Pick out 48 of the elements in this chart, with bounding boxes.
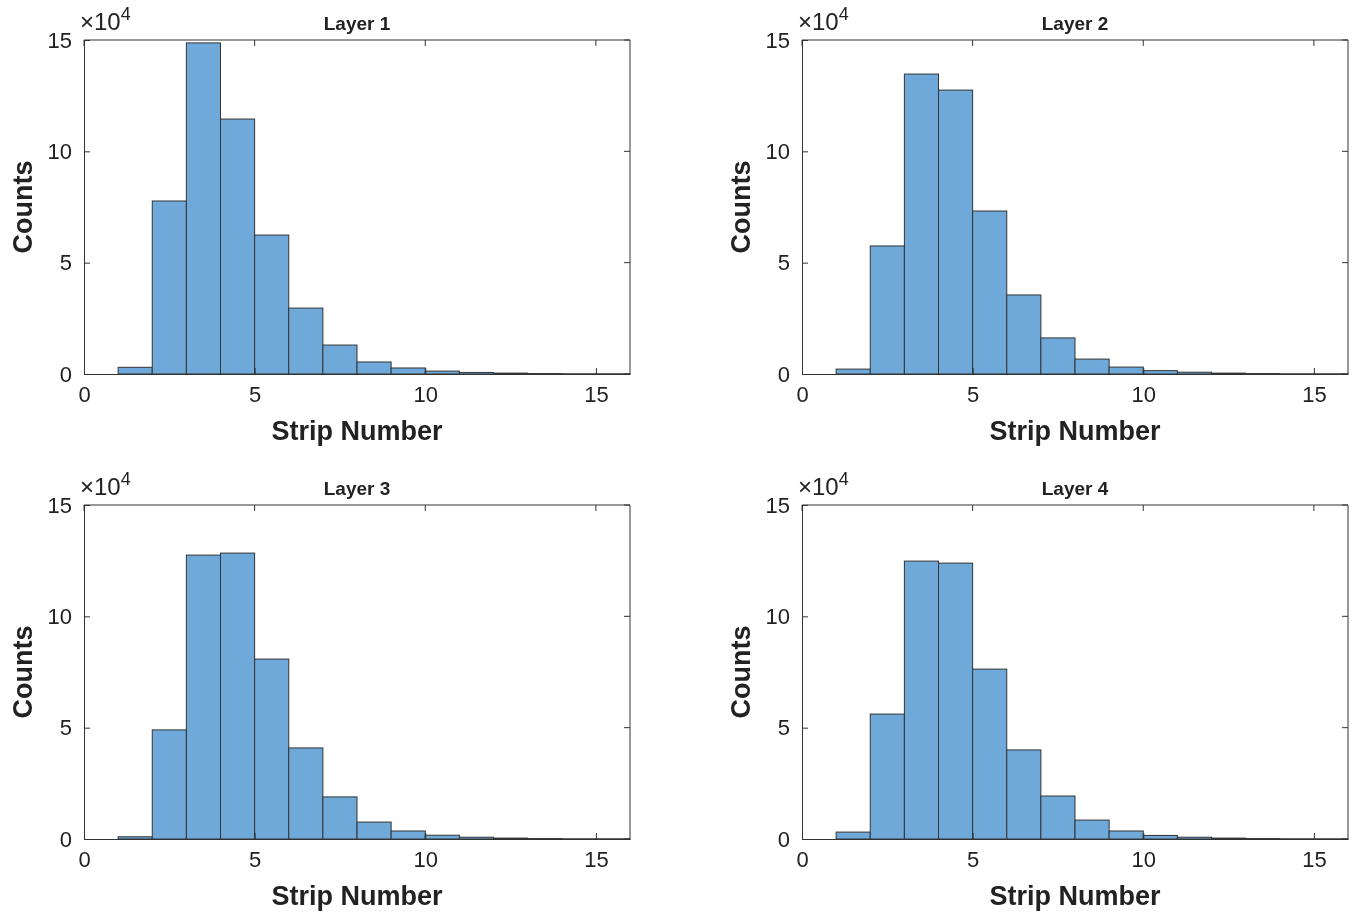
x-tick-label: 5 — [249, 381, 262, 407]
x-tick-label: 0 — [796, 381, 809, 407]
y-axis-title: Counts — [726, 625, 756, 719]
x-axis-title: Strip Number — [989, 416, 1161, 446]
chart-title: Layer 2 — [1041, 13, 1109, 34]
x-tick-label: 15 — [1302, 381, 1327, 407]
y-axis-title: Counts — [726, 160, 756, 254]
y-tick-label: 10 — [765, 603, 790, 629]
x-tick-label: 0 — [78, 846, 91, 872]
y-tick-label: 15 — [47, 492, 72, 518]
x-tick-label: 15 — [584, 381, 609, 407]
y-tick-label: 15 — [47, 27, 72, 53]
y-tick-label: 0 — [777, 826, 790, 852]
chart-title: Layer 1 — [323, 13, 391, 34]
x-tick-label: 5 — [249, 846, 262, 872]
x-axis-title: Strip Number — [989, 881, 1161, 911]
y-tick-label: 15 — [765, 492, 790, 518]
x-tick-label: 10 — [1131, 846, 1156, 872]
x-tick-label: 10 — [413, 846, 438, 872]
y-tick-label: 15 — [765, 27, 790, 53]
text: ×10$^{4}$ — [80, 4, 131, 35]
x-tick-label: 15 — [584, 846, 609, 872]
y-tick-label: 10 — [47, 603, 72, 629]
text: ×10$^{4}$ — [798, 4, 849, 35]
y-tick-label: 5 — [59, 715, 72, 741]
y-tick-label: 0 — [59, 361, 72, 387]
x-axis-title: Strip Number — [271, 416, 443, 446]
y-tick-label: 5 — [59, 250, 72, 276]
x-tick-label: 10 — [1131, 381, 1156, 407]
x-tick-label: 0 — [78, 381, 91, 407]
y-tick-label: 0 — [59, 826, 72, 852]
y-axis-title: Counts — [8, 625, 38, 719]
text: ×10$^{4}$ — [80, 469, 131, 500]
text: ×10$^{4}$ — [798, 469, 849, 500]
y-tick-label: 0 — [777, 361, 790, 387]
y-tick-label: 5 — [777, 250, 790, 276]
chart-title: Layer 3 — [323, 478, 391, 499]
y-axis-title: Counts — [8, 160, 38, 254]
y-tick-label: 5 — [777, 715, 790, 741]
y-tick-label: 10 — [765, 138, 790, 164]
y-tick-label: 10 — [47, 138, 72, 164]
x-tick-label: 10 — [413, 381, 438, 407]
x-tick-label: 0 — [796, 846, 809, 872]
x-tick-label: 5 — [967, 381, 980, 407]
x-tick-label: 5 — [967, 846, 980, 872]
chart-title: Layer 4 — [1041, 478, 1109, 499]
x-axis-title: Strip Number — [271, 881, 443, 911]
x-tick-label: 15 — [1302, 846, 1327, 872]
